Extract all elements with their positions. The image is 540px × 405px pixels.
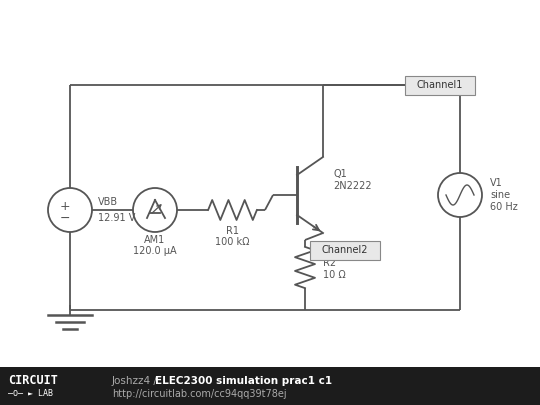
Text: 100 kΩ: 100 kΩ xyxy=(215,237,249,247)
Circle shape xyxy=(133,188,177,232)
FancyBboxPatch shape xyxy=(310,241,380,260)
Text: 60 Hz: 60 Hz xyxy=(490,202,518,212)
Text: V1: V1 xyxy=(490,178,503,188)
Text: Channel2: Channel2 xyxy=(322,245,368,255)
Text: 12.91 V: 12.91 V xyxy=(98,213,136,223)
Text: Channel1: Channel1 xyxy=(417,80,463,90)
Text: 120.0 μA: 120.0 μA xyxy=(133,246,177,256)
Text: +: + xyxy=(60,200,70,213)
Text: CIRCUIT: CIRCUIT xyxy=(8,373,58,386)
Text: −: − xyxy=(60,211,70,224)
Text: VBB: VBB xyxy=(98,197,118,207)
Bar xyxy=(0,367,540,405)
Text: —Ο— ► LAB: —Ο— ► LAB xyxy=(8,388,53,397)
Text: ELEC2300 simulation prac1 c1: ELEC2300 simulation prac1 c1 xyxy=(155,376,332,386)
Text: R1: R1 xyxy=(226,226,239,236)
Text: Q1: Q1 xyxy=(333,169,347,179)
FancyBboxPatch shape xyxy=(405,75,475,94)
Text: 10 Ω: 10 Ω xyxy=(323,271,346,281)
Text: Joshzz4 /: Joshzz4 / xyxy=(112,376,161,386)
Text: AM1: AM1 xyxy=(144,235,166,245)
Circle shape xyxy=(48,188,92,232)
Circle shape xyxy=(438,173,482,217)
Text: 2N2222: 2N2222 xyxy=(333,181,372,191)
Text: R2: R2 xyxy=(323,258,336,267)
Text: sine: sine xyxy=(490,190,510,200)
Text: http://circuitlab.com/cc94qq39t78ej: http://circuitlab.com/cc94qq39t78ej xyxy=(112,389,287,399)
